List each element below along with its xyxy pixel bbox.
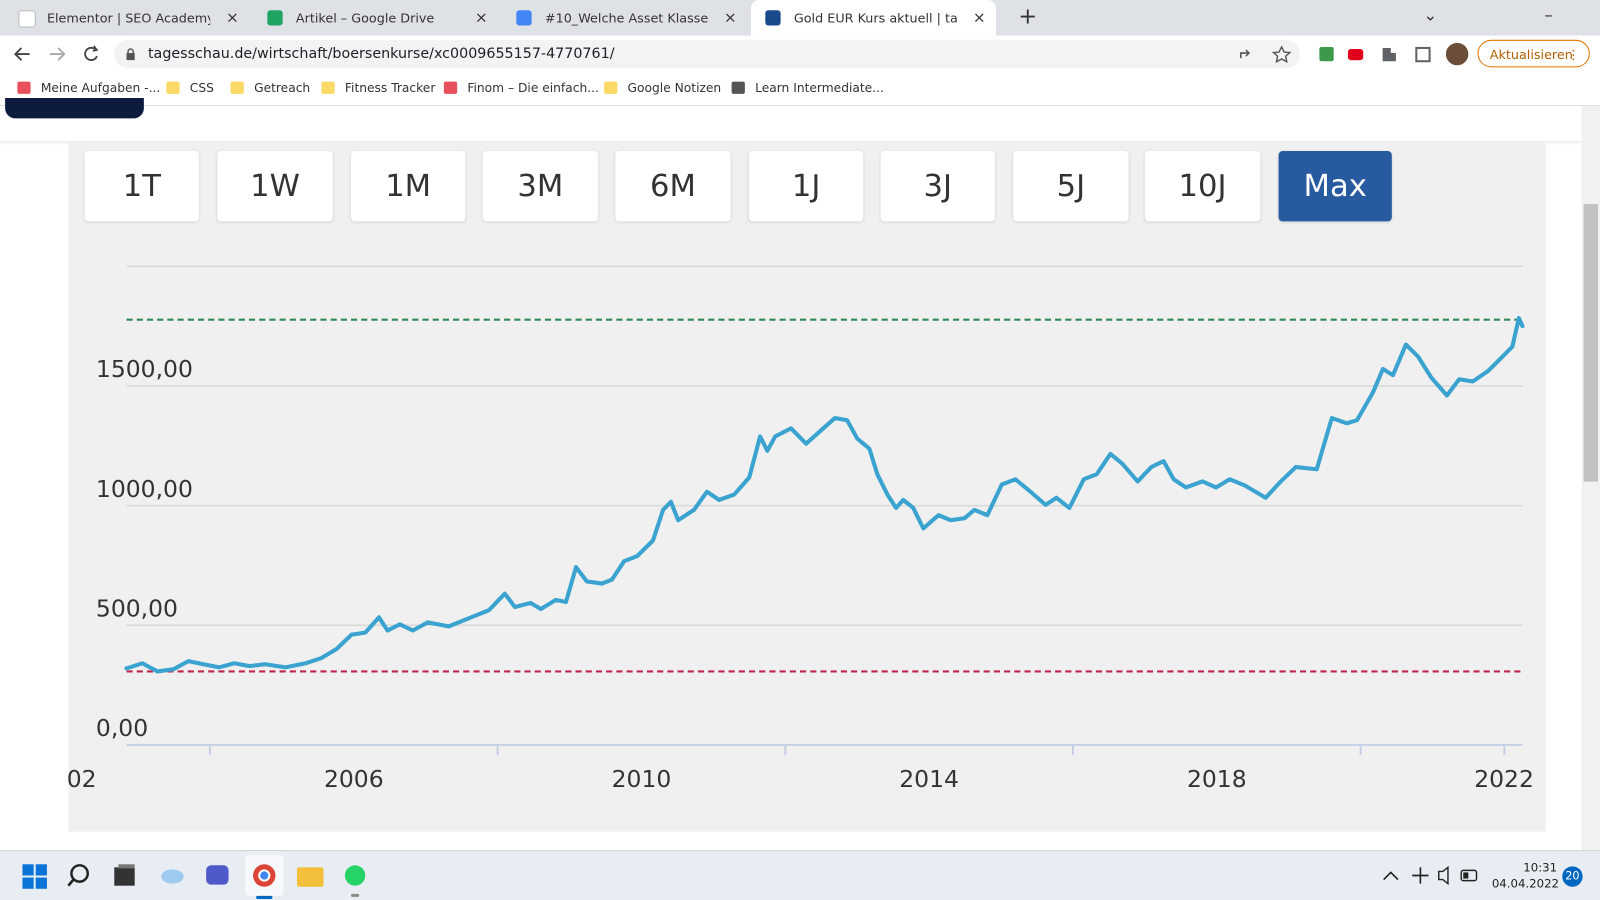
chart: 0,00 500,00 1000,00 1500,00 02 2006 2010 2014 20… — [67, 265, 1534, 793]
bookmark-icon — [731, 81, 745, 94]
window-controls[interactable]: ⌄ – ❐ ✕ — [1423, 5, 1553, 25]
tab-title: #10_Welche Asset Klassen gibt e — [544, 10, 709, 26]
bookmark-label: Learn Intermediate... — [755, 80, 884, 95]
x-tick-label: 2022 — [1474, 765, 1534, 793]
bookmark-label: Finom – Die einfach... — [467, 80, 599, 95]
update-button[interactable]: Aktualisieren ⋮ — [1477, 39, 1590, 68]
tab-title: Artikel – Google Drive — [295, 10, 435, 26]
chart-panel — [68, 140, 1546, 832]
range-button[interactable]: Max — [1278, 151, 1392, 222]
bookmark-icon — [230, 81, 244, 94]
clock[interactable]: 10:31 04.04.2022 — [1491, 859, 1560, 892]
bookmarks-bar: Meine Aufgaben -... CSS Getreach Fitness Tr… — [0, 71, 1600, 107]
bookmark-icon — [166, 81, 180, 94]
nav-buttons[interactable] — [0, 36, 112, 72]
tab-icon — [18, 10, 36, 28]
bookmark[interactable]: CSS — [166, 81, 214, 95]
range-button[interactable]: 10J — [1144, 151, 1261, 222]
y-tick-label: 1000,00 — [96, 475, 193, 503]
tab-icon — [267, 10, 283, 26]
range-button[interactable]: 1W — [217, 151, 333, 222]
bookmark-icon — [604, 81, 618, 94]
range-button[interactable]: 3J — [880, 151, 995, 222]
tab-close[interactable]: × — [474, 8, 488, 27]
range-button[interactable]: 3M — [482, 151, 598, 222]
url: tagesschau.de/wirtschaft/boersenkurse/xc… — [147, 45, 615, 63]
tab[interactable]: Gold EUR Kurs aktuell | tagesscha × — [751, 0, 996, 36]
extensions[interactable] — [1311, 41, 1474, 70]
bookmark[interactable]: Finom – Die einfach... — [443, 80, 599, 95]
notification-badge[interactable]: 20 — [1562, 866, 1583, 887]
bookmark-label: Getreach — [254, 80, 311, 95]
bookmark[interactable]: Fitness Tracker — [321, 81, 435, 95]
bookmark[interactable]: Google Notizen — [604, 81, 721, 95]
taskbar: 10:31 04.04.2022 20 — [0, 849, 1600, 900]
new-tab[interactable]: + — [1018, 4, 1038, 30]
bookmark-label: Google Notizen — [627, 80, 722, 95]
tab[interactable]: Artikel – Google Drive × — [253, 0, 498, 36]
price-line — [124, 316, 1525, 674]
bookmark-label: CSS — [189, 80, 214, 95]
bookmark-icon — [443, 81, 458, 94]
tab-close[interactable]: × — [972, 8, 986, 27]
tab-bar: Elementor | SEO Academy × Artikel – Google… — [0, 0, 1600, 36]
bookmark-icon — [321, 81, 335, 94]
bookmark-icon — [17, 81, 31, 94]
bookmark[interactable]: Getreach — [230, 80, 311, 95]
range-button[interactable]: 5J — [1013, 151, 1129, 222]
page-actions[interactable] — [1237, 45, 1298, 64]
range-button[interactable]: 6M — [615, 151, 731, 222]
x-tick-label: 2018 — [1187, 765, 1247, 793]
tab-close[interactable]: × — [723, 8, 737, 27]
update-label: Aktualisieren — [1489, 46, 1573, 63]
x-tick-label: 2006 — [324, 765, 384, 793]
tab-title: Elementor | SEO Academy — [46, 10, 211, 26]
y-tick-label: 500,00 — [96, 594, 178, 622]
x-tick-label: 2010 — [612, 765, 672, 793]
y-tick-label: 1500,00 — [96, 355, 193, 383]
address-bar[interactable]: tagesschau.de/wirtschaft/boersenkurse/xc… — [114, 39, 1300, 69]
time: 10:31 — [1523, 860, 1558, 875]
range-button[interactable]: 1T — [84, 151, 199, 222]
x-tick-label: 2014 — [899, 765, 959, 793]
tab-icon — [516, 10, 532, 26]
range-button[interactable]: 1J — [748, 151, 864, 222]
tab-icon — [765, 10, 781, 26]
tab[interactable]: Elementor | SEO Academy × — [4, 0, 249, 36]
tab-close[interactable]: × — [225, 8, 239, 27]
tab[interactable]: #10_Welche Asset Klassen gibt e × — [502, 0, 747, 36]
range-button[interactable]: 1M — [351, 151, 466, 222]
tab-title: Gold EUR Kurs aktuell | tagesscha — [793, 10, 958, 26]
bookmark[interactable]: Meine Aufgaben -... — [17, 81, 160, 95]
site-header — [0, 106, 1582, 141]
y-tick-label: 0,00 — [96, 714, 148, 742]
bookmark-label: Meine Aufgaben -... — [40, 80, 161, 95]
bookmark-label: Fitness Tracker — [344, 80, 436, 95]
bookmark[interactable]: Learn Intermediate... — [731, 80, 884, 95]
system-tray[interactable] — [1378, 861, 1490, 890]
lock-icon — [126, 48, 135, 61]
scrollbar-thumb[interactable] — [1583, 204, 1598, 482]
header-button[interactable] — [5, 97, 144, 119]
x-tick-label: 02 — [67, 765, 97, 793]
taskbar-apps[interactable] — [0, 851, 408, 900]
date: 04.04.2022 — [1491, 876, 1560, 891]
